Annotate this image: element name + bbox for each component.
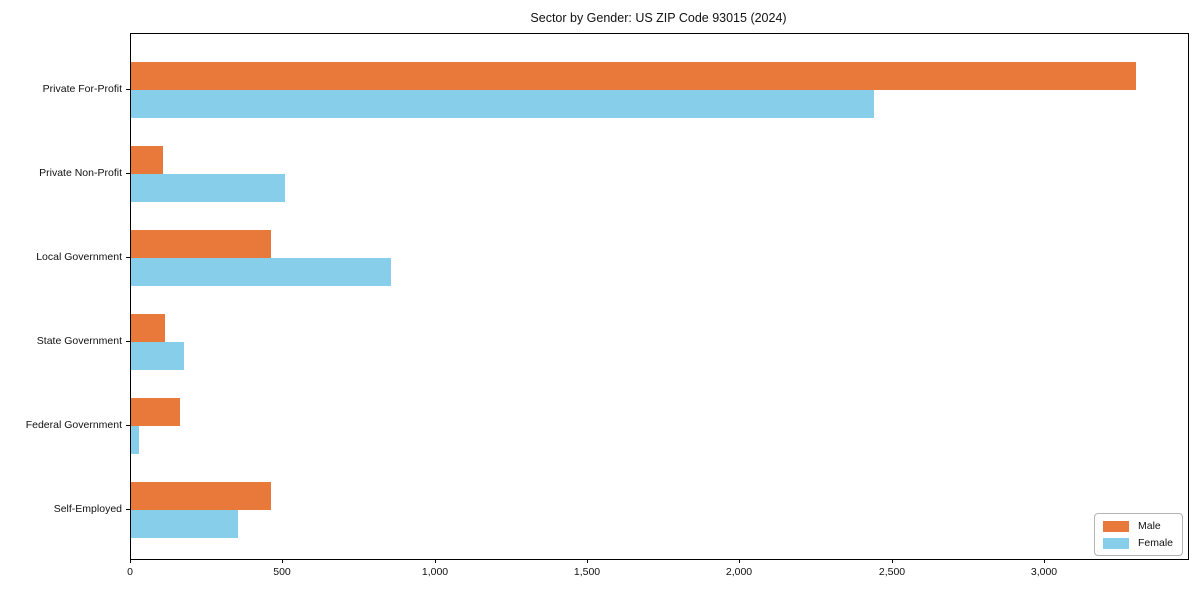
bar-male-1 xyxy=(131,62,1136,90)
x-axis-tick xyxy=(435,559,436,563)
x-axis-tick xyxy=(892,559,893,563)
x-axis-tick xyxy=(739,559,740,563)
x-tick-label: 1,500 xyxy=(573,566,601,578)
y-axis-tick xyxy=(126,341,130,342)
bar-female-1 xyxy=(131,90,874,118)
x-tick-label: 1,000 xyxy=(421,566,449,578)
y-tick-label: Private For-Profit xyxy=(42,83,122,95)
x-tick-label: 500 xyxy=(273,566,291,578)
bar-male-5 xyxy=(131,398,180,426)
legend: Male Female xyxy=(1093,513,1183,556)
plot-area: Male Female xyxy=(130,33,1189,560)
x-tick-label: 3,000 xyxy=(1030,566,1058,578)
x-axis-tick xyxy=(282,559,283,563)
y-axis-tick xyxy=(126,89,130,90)
x-tick-label: 2,500 xyxy=(878,566,906,578)
x-axis-tick xyxy=(587,559,588,563)
legend-item-female: Female xyxy=(1102,537,1173,549)
y-axis-tick xyxy=(126,257,130,258)
bar-male-3 xyxy=(131,230,271,258)
y-axis-tick xyxy=(126,425,130,426)
bar-female-2 xyxy=(131,174,285,202)
legend-swatch-icon xyxy=(1102,520,1129,532)
legend-label: Female xyxy=(1137,537,1173,549)
bar-male-6 xyxy=(131,482,271,510)
bar-male-2 xyxy=(131,146,163,174)
legend-label: Male xyxy=(1137,520,1161,532)
y-tick-label: Local Government xyxy=(36,251,122,263)
y-tick-label: Self-Employed xyxy=(53,503,122,515)
bar-female-5 xyxy=(131,426,139,454)
x-tick-label: 2,000 xyxy=(725,566,753,578)
bar-female-6 xyxy=(131,510,238,538)
chart-title: Sector by Gender: US ZIP Code 93015 (202… xyxy=(530,11,787,25)
x-axis-tick xyxy=(1044,559,1045,563)
y-tick-label: State Government xyxy=(36,335,122,347)
legend-item-male: Male xyxy=(1102,520,1173,532)
y-tick-label: Federal Government xyxy=(25,419,122,431)
y-axis-tick xyxy=(126,509,130,510)
bar-female-4 xyxy=(131,342,184,370)
bar-female-3 xyxy=(131,258,391,286)
x-tick-label: 0 xyxy=(127,566,133,578)
bar-male-4 xyxy=(131,314,165,342)
x-axis-tick xyxy=(130,559,131,563)
legend-swatch-icon xyxy=(1102,537,1129,549)
y-axis-tick xyxy=(126,173,130,174)
y-tick-label: Private Non-Profit xyxy=(39,167,122,179)
